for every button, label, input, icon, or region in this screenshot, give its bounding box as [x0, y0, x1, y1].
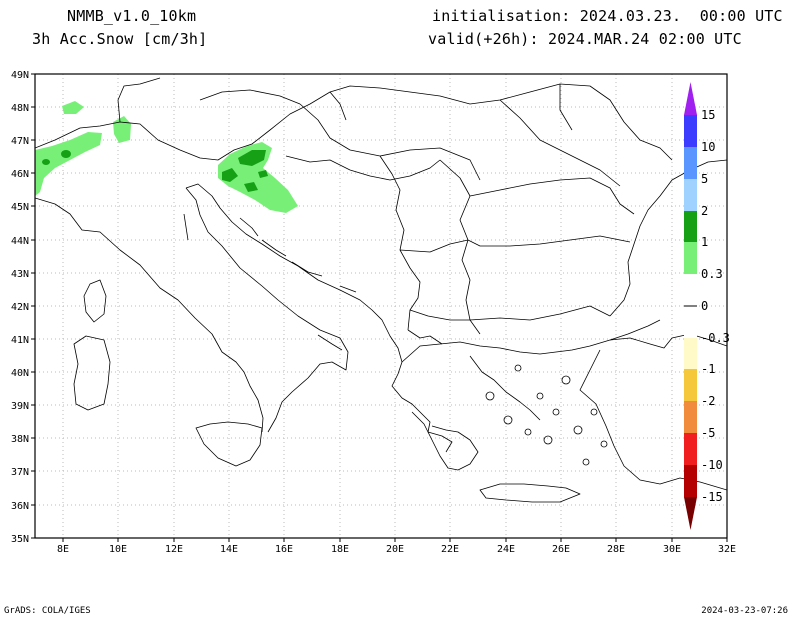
- colorbar-band: [684, 211, 697, 242]
- lon-label: 26E: [552, 544, 570, 555]
- lon-label: 20E: [386, 544, 404, 555]
- colorbar-label: 0.3: [701, 267, 723, 281]
- lat-label: 39N: [11, 401, 29, 412]
- colorbar: 15 10 5 2 1 0.3 0 -0.3 -1 -2 -5 -10 -15: [684, 82, 730, 530]
- lat-label: 38N: [11, 434, 29, 445]
- colorbar-label: 1: [701, 235, 708, 249]
- grads-credit: GrADS: COLA/IGES: [4, 606, 91, 616]
- lat-label: 36N: [11, 501, 29, 512]
- graticule: [35, 74, 727, 538]
- lat-label: 40N: [11, 368, 29, 379]
- coastlines-borders: [35, 77, 727, 503]
- colorbar-band: [684, 433, 697, 465]
- lat-label: 37N: [11, 467, 29, 478]
- lat-label: 48N: [11, 103, 29, 114]
- colorbar-top-arrow: [684, 82, 697, 115]
- lat-label: 45N: [11, 202, 29, 213]
- initialisation-time: initialisation: 2024.03.23. 00:00 UTC: [432, 7, 783, 25]
- lat-label: 46N: [11, 169, 29, 180]
- colorbar-label: -1: [701, 362, 715, 376]
- longitude-labels: 8E 10E 12E 14E 16E 18E 20E 22E 24E 26E 2…: [57, 544, 736, 555]
- colorbar-label: -10: [701, 458, 723, 472]
- colorbar-band: [684, 242, 697, 274]
- lat-label: 43N: [11, 269, 29, 280]
- latitude-labels: 49N 48N 47N 46N 45N 44N 43N 42N 41N 40N …: [11, 70, 29, 545]
- lat-label: 35N: [11, 534, 29, 545]
- colorbar-label: -0.3: [701, 331, 730, 345]
- colorbar-label: -5: [701, 426, 715, 440]
- lon-label: 18E: [331, 544, 349, 555]
- lon-label: 10E: [109, 544, 127, 555]
- snow-field-slovenia-croatia: [218, 142, 298, 213]
- lon-label: 28E: [607, 544, 625, 555]
- colorbar-band: [684, 401, 697, 433]
- colorbar-label: -15: [701, 490, 723, 504]
- colorbar-label: -2: [701, 394, 715, 408]
- colorbar-label: 0: [701, 299, 708, 313]
- snow-field-alps-west: [35, 101, 131, 196]
- lon-label: 12E: [165, 544, 183, 555]
- lon-label: 22E: [441, 544, 459, 555]
- colorbar-band: [684, 179, 697, 211]
- colorbar-label: 15: [701, 108, 715, 122]
- colorbar-label: 2: [701, 204, 708, 218]
- axis-ticks: [31, 73, 728, 542]
- colorbar-label: 10: [701, 140, 715, 154]
- render-timestamp: 2024-03-23-07:26: [701, 606, 788, 616]
- colorbar-band: [684, 338, 697, 369]
- colorbar-band: [684, 465, 697, 497]
- colorbar-band: [684, 147, 697, 179]
- lon-label: 32E: [718, 544, 736, 555]
- lon-label: 16E: [275, 544, 293, 555]
- lon-label: 24E: [497, 544, 515, 555]
- colorbar-band: [684, 369, 697, 401]
- lat-label: 49N: [11, 70, 29, 81]
- lat-label: 42N: [11, 302, 29, 313]
- lat-label: 44N: [11, 236, 29, 247]
- lat-label: 41N: [11, 335, 29, 346]
- valid-time: valid(+26h): 2024.MAR.24 02:00 UTC: [428, 30, 742, 48]
- lon-label: 30E: [663, 544, 681, 555]
- colorbar-label: 5: [701, 172, 708, 186]
- lat-label: 47N: [11, 136, 29, 147]
- field-title: 3h Acc.Snow [cm/3h]: [32, 30, 208, 48]
- lon-label: 8E: [57, 544, 69, 555]
- model-title: NMMB_v1.0_10km: [67, 7, 197, 25]
- lon-label: 14E: [220, 544, 238, 555]
- colorbar-bottom-arrow: [684, 497, 697, 530]
- colorbar-band: [684, 115, 697, 147]
